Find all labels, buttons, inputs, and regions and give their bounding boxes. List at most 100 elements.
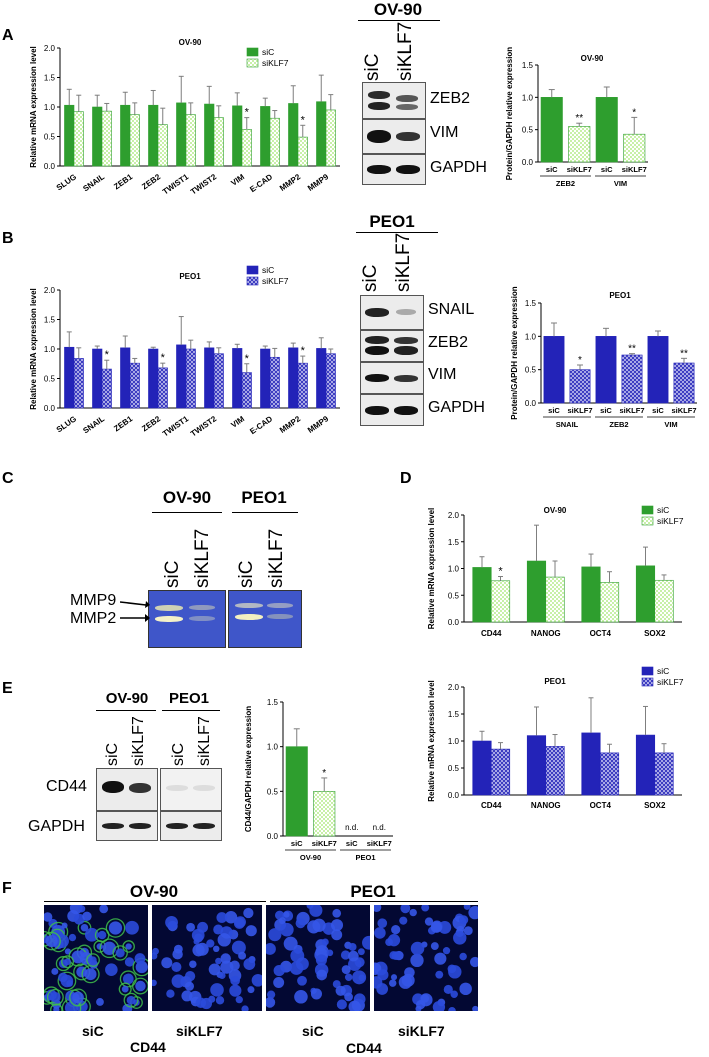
- bar-siklf7-twist1: [185, 348, 196, 409]
- category-label: siKLF7: [367, 839, 392, 848]
- y-tick-label: 0.0: [267, 832, 279, 841]
- bar-siklf7-mmp9: [325, 109, 336, 167]
- nucleus: [421, 905, 430, 912]
- nucleus: [218, 972, 226, 979]
- blot-e-lane-1: siC: [104, 742, 121, 766]
- nucleus: [102, 941, 116, 955]
- nucleus: [377, 918, 388, 929]
- bar-siklf7-zeb1: [129, 362, 140, 409]
- bar-sic-0: [540, 97, 563, 163]
- bar-siklf7-1: [313, 791, 336, 837]
- group-label: ZEB2: [556, 179, 575, 188]
- panel-letter-c: C: [2, 470, 14, 487]
- nucleus: [241, 1005, 249, 1011]
- bar-sic-zeb1: [120, 104, 131, 167]
- nucleus: [442, 947, 451, 955]
- y-tick-label: 1.0: [525, 332, 537, 341]
- significance-star: *: [245, 353, 250, 365]
- nucleus: [348, 942, 357, 951]
- blot-a-lane-2: siKLF7: [395, 21, 416, 81]
- blot-e-row-gapdh: GAPDH: [28, 818, 85, 835]
- blot-a-lane-1: siC: [362, 53, 383, 81]
- bar-sic-snail: [92, 106, 103, 167]
- blot-e-row-cd44: CD44: [46, 778, 87, 795]
- chart-title: PEO1: [179, 272, 201, 281]
- bar-sic-zeb2: [148, 348, 159, 409]
- nucleus: [64, 1001, 79, 1011]
- panel-letter-f: F: [2, 880, 12, 897]
- group-label: SNAIL: [556, 420, 579, 429]
- bar-siklf7-snail: [101, 368, 112, 409]
- bar-sic-nanog: [526, 735, 547, 796]
- bar-siklf7-nanog: [545, 746, 565, 796]
- membrane-stain: [61, 955, 75, 969]
- nucleus: [96, 998, 104, 1006]
- y-tick-label: 1.0: [44, 103, 56, 112]
- nucleus: [189, 960, 197, 968]
- bar-siklf7-oct4: [599, 582, 620, 623]
- bar-sic-mmp9: [316, 101, 327, 167]
- blot-b-gapdh-strip: [360, 394, 424, 426]
- y-axis-label: Relative mRNA expression level: [29, 288, 38, 410]
- bar-siklf7-cd44: [490, 748, 511, 796]
- significance-star: *: [161, 352, 166, 364]
- fig-f-label-siklf7-2: siKLF7: [398, 1023, 445, 1039]
- y-tick-label: 0.0: [522, 158, 534, 167]
- nucleus: [99, 905, 109, 914]
- nucleus: [374, 927, 386, 939]
- nucleus: [273, 964, 285, 977]
- blot-b-row-snail: SNAIL: [428, 301, 475, 318]
- nucleus: [84, 927, 99, 942]
- nucleus: [306, 905, 314, 909]
- nucleus: [166, 989, 175, 998]
- zymo-gel-peo1: [228, 590, 302, 648]
- nucleus: [73, 913, 85, 925]
- blot-e-gapdh-ov90: [96, 811, 158, 841]
- y-tick-label: 1.5: [522, 61, 534, 70]
- bar-siklf7-1: [569, 369, 591, 404]
- nucleus: [105, 963, 118, 976]
- nucleus: [450, 990, 458, 998]
- category-label: ZEB2: [140, 172, 162, 191]
- bar-siklf7-twist2: [213, 353, 224, 409]
- nucleus: [400, 905, 411, 914]
- category-label: E-CAD: [248, 172, 274, 194]
- nucleus: [115, 948, 125, 958]
- category-label: OCT4: [590, 801, 612, 810]
- legend-swatch: [641, 666, 654, 676]
- blot-a-zeb2-strip: [362, 82, 426, 119]
- category-label: CD44: [481, 629, 502, 638]
- chart-title: OV-90: [581, 54, 604, 63]
- legend-label: siC: [262, 265, 274, 275]
- category-label: siC: [346, 839, 358, 848]
- bar-siklf7-zeb2: [157, 367, 168, 409]
- bar-sic-mmp2: [288, 347, 299, 409]
- bar-sic-twist2: [204, 103, 215, 167]
- nucleus: [472, 1005, 478, 1011]
- category-label: siC: [600, 406, 612, 415]
- category-label: E-CAD: [248, 414, 274, 436]
- nucleus: [215, 957, 222, 965]
- bar-siklf7-snail: [101, 110, 112, 167]
- membrane-stain: [132, 977, 148, 995]
- nucleus: [344, 973, 353, 981]
- nucleus: [410, 953, 424, 968]
- significance-star: *: [301, 114, 306, 126]
- category-label: VIM: [229, 414, 246, 430]
- nucleus: [197, 921, 209, 933]
- bar-sic-sox2: [635, 565, 656, 623]
- nucleus: [459, 915, 469, 925]
- nucleus: [215, 996, 225, 1005]
- nucleus: [468, 906, 478, 920]
- bar-sic-vim: [232, 105, 243, 167]
- nucleus: [200, 997, 213, 1010]
- nucleus: [98, 930, 107, 940]
- fig-f-sublabel-2: CD44: [346, 1040, 382, 1056]
- nucleus: [438, 920, 452, 934]
- y-tick-label: 0.5: [267, 787, 279, 796]
- nucleus: [348, 950, 359, 962]
- nucleus: [416, 999, 426, 1010]
- bar-siklf7-nanog: [545, 576, 565, 623]
- category-label: siC: [291, 839, 303, 848]
- panel-letter-e: E: [2, 680, 13, 697]
